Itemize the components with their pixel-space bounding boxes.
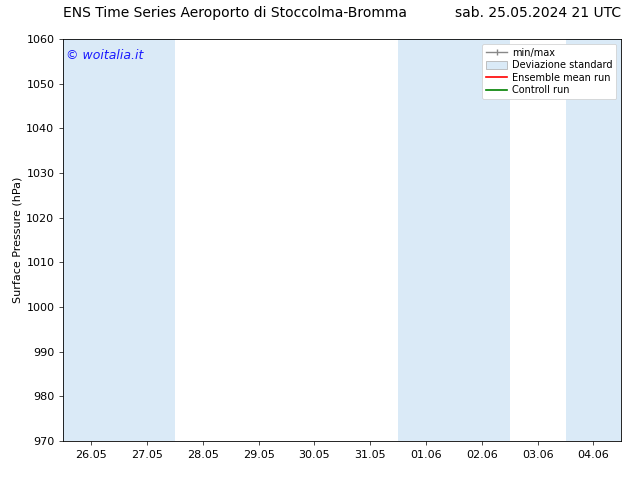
Bar — [398, 39, 510, 441]
Text: ENS Time Series Aeroporto di Stoccolma-Bromma: ENS Time Series Aeroporto di Stoccolma-B… — [63, 5, 408, 20]
Bar — [566, 39, 621, 441]
Legend: min/max, Deviazione standard, Ensemble mean run, Controll run: min/max, Deviazione standard, Ensemble m… — [482, 44, 616, 99]
Text: © woitalia.it: © woitalia.it — [66, 49, 143, 62]
Y-axis label: Surface Pressure (hPa): Surface Pressure (hPa) — [12, 177, 22, 303]
Bar — [119, 39, 175, 441]
Text: sab. 25.05.2024 21 UTC: sab. 25.05.2024 21 UTC — [455, 5, 621, 20]
Bar — [63, 39, 119, 441]
